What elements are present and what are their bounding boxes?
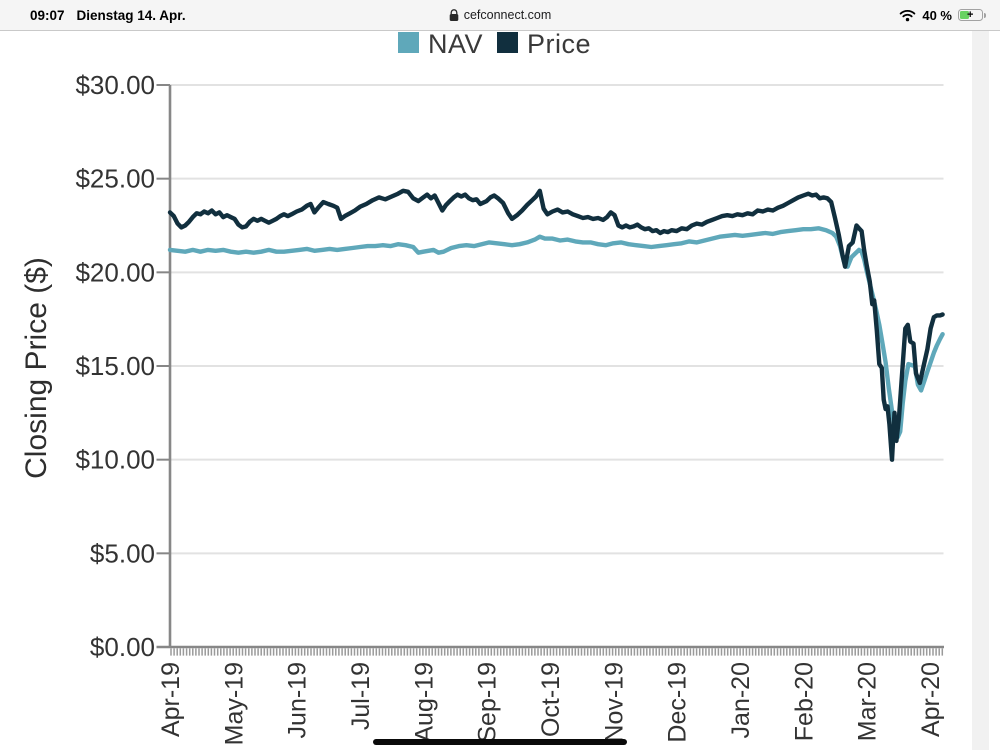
nav-swatch-icon <box>398 32 419 53</box>
safari-url-indicator[interactable]: cefconnect.com <box>0 0 1000 30</box>
x-tick-label: Oct-19 <box>537 662 565 737</box>
y-tick-label: $10.00 <box>75 445 155 475</box>
legend-item-price: Price <box>497 29 591 60</box>
page-scroll-gutter <box>972 30 989 750</box>
x-tick-label: May-19 <box>220 662 248 745</box>
battery-icon: + <box>958 9 986 21</box>
status-bar: 09:07 Dienstag 14. Apr. cefconnect.com 4… <box>0 0 1000 31</box>
x-axis-minor-ticks <box>170 648 944 656</box>
legend-label-price: Price <box>527 29 592 59</box>
legend-label-nav: NAV <box>428 29 484 59</box>
nav-price-line-chart: Closing Price ($) $0.00 $5.00 $10.00 $15.00… <box>20 70 945 745</box>
wifi-icon <box>899 9 916 22</box>
x-tick-label: Apr-19 <box>157 662 185 737</box>
x-tick-label: Dec-19 <box>664 662 692 743</box>
price-series-line <box>167 188 945 462</box>
date-label: Dienstag 14. Apr. <box>76 7 186 23</box>
legend-item-nav: NAV <box>398 29 483 60</box>
x-tick-label: Jan-20 <box>727 662 755 738</box>
y-tick-label: $30.00 <box>75 70 155 100</box>
x-tick-label: Sep-19 <box>474 662 502 743</box>
y-tick-label: $5.00 <box>90 538 155 568</box>
y-tick-label: $15.00 <box>75 351 155 381</box>
clock-label: 09:07 <box>30 7 65 23</box>
site-label: cefconnect.com <box>463 8 552 22</box>
lock-icon <box>449 8 459 22</box>
x-tick-label: Apr-20 <box>917 662 945 737</box>
x-tick-label: Nov-19 <box>600 662 628 743</box>
x-tick-label: Jun-19 <box>284 662 312 738</box>
y-tick-label: $20.00 <box>75 257 155 287</box>
x-tick-label: Jul-19 <box>347 662 375 730</box>
home-indicator-bar[interactable] <box>373 739 627 745</box>
x-tick-label: Aug-19 <box>410 662 438 743</box>
x-tick-label: Mar-20 <box>854 662 882 741</box>
y-tick-label: $25.00 <box>75 164 155 194</box>
price-swatch-icon <box>497 32 519 53</box>
nav-series-line <box>167 226 945 440</box>
battery-percent-label: 40 % <box>922 7 952 23</box>
chart-legend: NAV Price <box>398 29 591 60</box>
x-tick-label: Feb-20 <box>790 662 818 741</box>
y-tick-label: $0.00 <box>90 632 155 662</box>
y-axis-title: Closing Price ($) <box>20 257 53 479</box>
